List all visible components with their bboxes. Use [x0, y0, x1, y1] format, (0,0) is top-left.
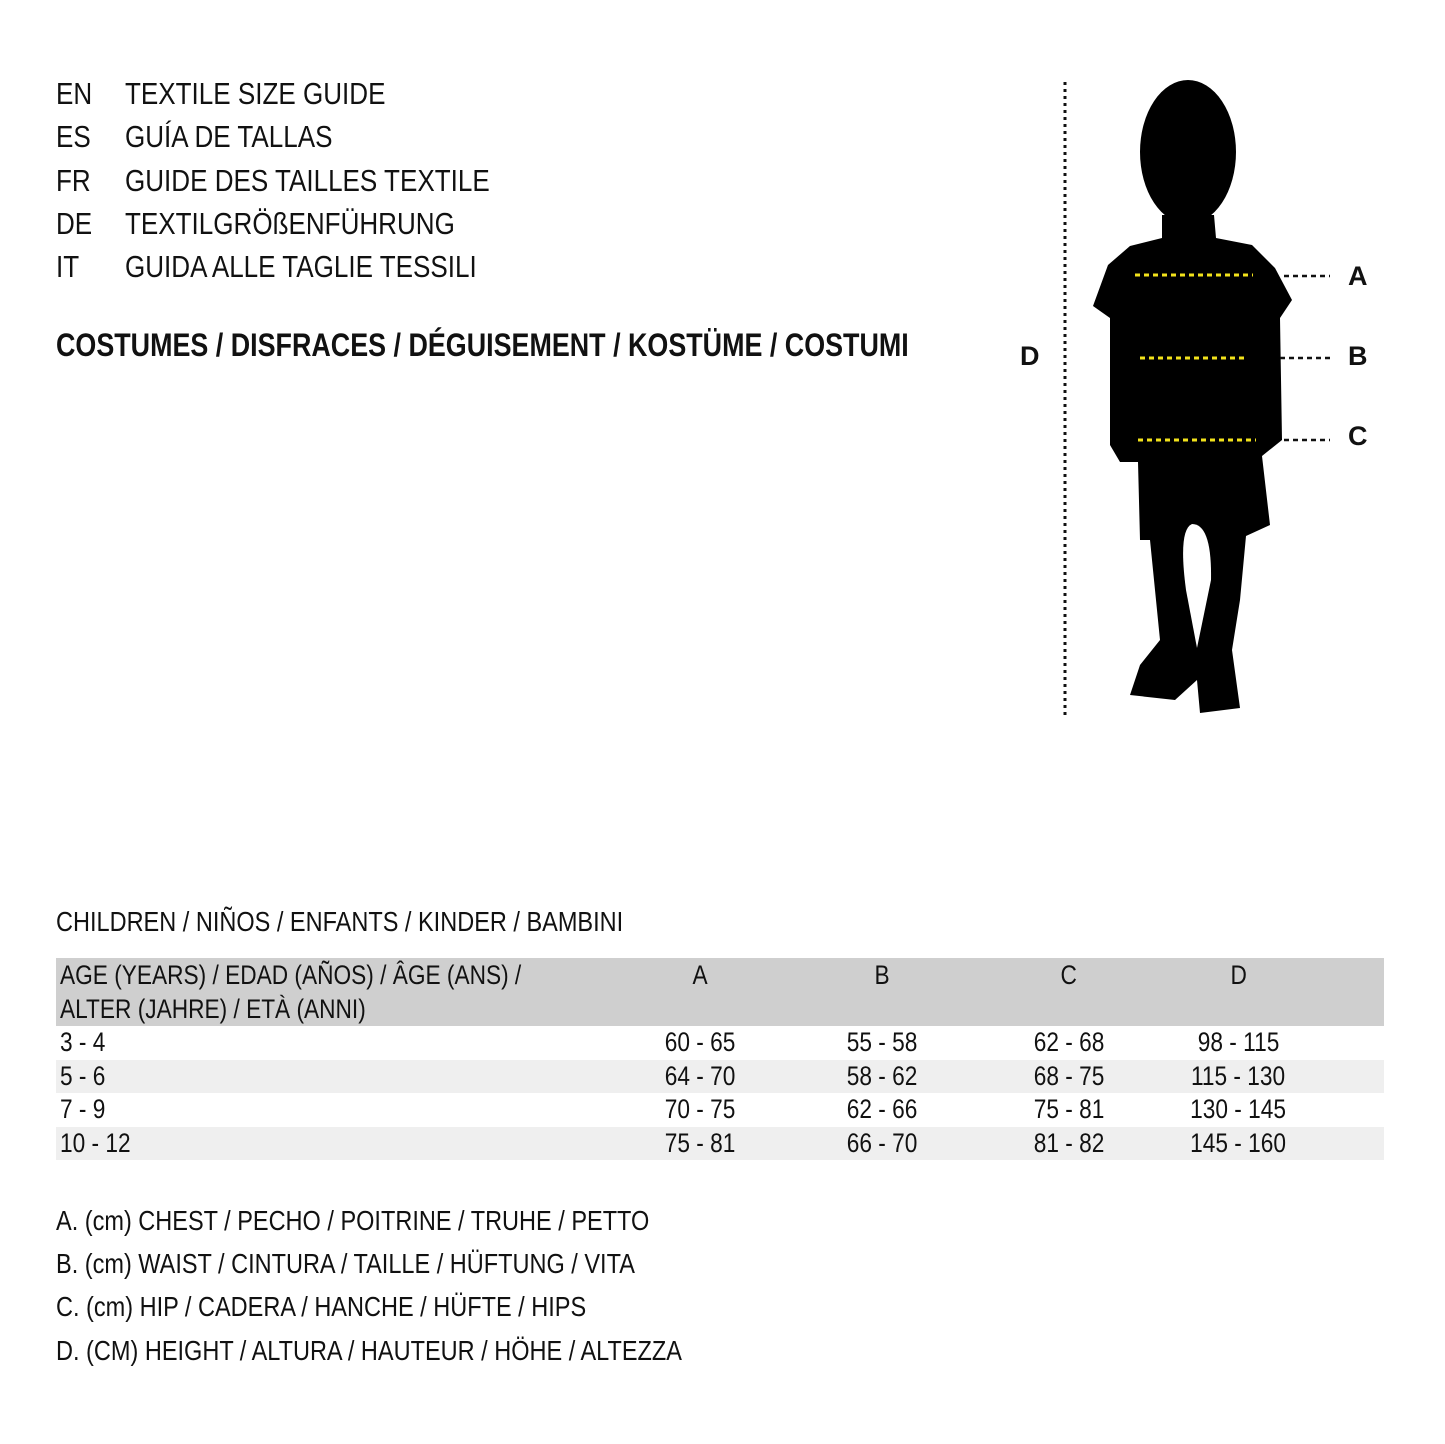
header-d-text: D	[1230, 960, 1247, 990]
leader-lines	[1280, 274, 1330, 442]
cell-a: 64 - 70	[620, 1059, 780, 1093]
header-age: AGE (YEARS) / EDAD (AÑOS) / ÂGE (ANS) / A…	[56, 958, 620, 1026]
table-row: 5 - 6 64 - 70 58 - 62 68 - 75 115 - 130	[56, 1059, 1384, 1093]
language-code: DE	[56, 206, 93, 241]
legend-text: D. (CM) HEIGHT / ALTURA / HAUTEUR / HÖHE…	[56, 1335, 682, 1366]
cell-d: 130 - 145	[1153, 1093, 1384, 1127]
cell-text: 145 - 160	[1190, 1127, 1287, 1158]
title-text: TEXTILGRÖßENFÜHRUNG	[125, 206, 455, 241]
cell-text: 115 - 130	[1191, 1060, 1286, 1091]
legend-item-b: B. (cm) WAIST / CINTURA / TAILLE / HÜFTU…	[56, 1246, 745, 1282]
cell-text: 68 - 75	[1033, 1060, 1105, 1091]
title-text: GUIDE DES TAILLES TEXTILE	[125, 163, 490, 198]
legend-text: A. (cm) CHEST / PECHO / POITRINE / TRUHE…	[56, 1205, 650, 1236]
table-header: AGE (YEARS) / EDAD (AÑOS) / ÂGE (ANS) / A…	[56, 958, 1384, 1026]
cell-d: 145 - 160	[1153, 1126, 1384, 1160]
cell-text: 66 - 70	[847, 1127, 918, 1158]
cell-text: 62 - 68	[1033, 1027, 1105, 1058]
title-text: GUIDA ALLE TAGLIE TESSILI	[125, 249, 477, 284]
cell-c: 62 - 68	[985, 1026, 1153, 1060]
cell-d: 98 - 115	[1153, 1026, 1384, 1060]
header-b: B	[780, 958, 985, 1026]
header-a: A	[620, 958, 780, 1026]
label-d: D	[1020, 341, 1040, 371]
cell-text: 70 - 75	[664, 1094, 736, 1125]
measure-lines	[1135, 273, 1256, 442]
cell-d: 115 - 130	[1153, 1059, 1384, 1093]
cell-age: 10 - 12	[56, 1126, 620, 1160]
header-b-text: B	[874, 960, 891, 990]
section-title-text: CHILDREN / NIÑOS / ENFANTS / KINDER / BA…	[56, 906, 624, 937]
cell-c: 75 - 81	[985, 1093, 1153, 1127]
header-age-line1: AGE (YEARS) / EDAD (AÑOS) / ÂGE (ANS) /	[60, 960, 522, 990]
legend-text: C. (cm) HIP / CADERA / HANCHE / HÜFTE / …	[56, 1291, 587, 1322]
cell-b: 66 - 70	[780, 1126, 985, 1160]
cell-age: 5 - 6	[56, 1059, 620, 1093]
table-row: 3 - 4 60 - 65 55 - 58 62 - 68 98 - 115	[56, 1026, 1384, 1060]
child-silhouette-figure	[1063, 80, 1330, 715]
language-code: FR	[56, 163, 91, 198]
cell-text: 10 - 12	[60, 1127, 131, 1158]
cell-a: 75 - 81	[620, 1126, 780, 1160]
cell-text: 58 - 62	[847, 1060, 918, 1091]
cell-text: 3 - 4	[60, 1027, 106, 1058]
legend-text: B. (cm) WAIST / CINTURA / TAILLE / HÜFTU…	[56, 1248, 635, 1279]
cell-age: 3 - 4	[56, 1026, 620, 1060]
header-c: C	[985, 958, 1153, 1026]
header-c-text: C	[1060, 960, 1078, 990]
cell-text: 5 - 6	[60, 1060, 106, 1091]
cell-b: 58 - 62	[780, 1059, 985, 1093]
cell-a: 60 - 65	[620, 1026, 780, 1060]
category-text: COSTUMES / DISFRACES / DÉGUISEMENT / KOS…	[56, 327, 909, 363]
child-silhouette-icon	[1093, 80, 1292, 713]
cell-c: 68 - 75	[985, 1059, 1153, 1093]
title-text: GUÍA DE TALLAS	[125, 119, 333, 154]
legend-item-c: C. (cm) HIP / CADERA / HANCHE / HÜFTE / …	[56, 1289, 687, 1325]
cell-b: 62 - 66	[780, 1093, 985, 1127]
size-table: AGE (YEARS) / EDAD (AÑOS) / ÂGE (ANS) / A…	[56, 958, 1384, 1160]
cell-text: 98 - 115	[1197, 1027, 1280, 1058]
title-text: TEXTILE SIZE GUIDE	[125, 76, 386, 111]
cell-text: 60 - 65	[664, 1027, 736, 1058]
label-c: C	[1348, 421, 1368, 451]
cell-text: 81 - 82	[1033, 1127, 1105, 1158]
label-b: B	[1348, 341, 1368, 371]
header-d: D	[1153, 958, 1384, 1026]
language-code: ES	[56, 119, 91, 154]
cell-text: 62 - 66	[847, 1094, 918, 1125]
table-row: 7 - 9 70 - 75 62 - 66 75 - 81 130 - 145	[56, 1093, 1384, 1127]
cell-text: 130 - 145	[1190, 1094, 1287, 1125]
cell-text: 75 - 81	[664, 1127, 736, 1158]
header-age-line2: ALTER (JAHRE) / ETÀ (ANNI)	[60, 994, 366, 1024]
section-title: CHILDREN / NIÑOS / ENFANTS / KINDER / BA…	[56, 904, 731, 940]
label-a: A	[1348, 261, 1368, 291]
cell-age: 7 - 9	[56, 1093, 620, 1127]
cell-text: 64 - 70	[664, 1060, 736, 1091]
legend-item-a: A. (cm) CHEST / PECHO / POITRINE / TRUHE…	[56, 1203, 762, 1239]
cell-text: 55 - 58	[847, 1027, 918, 1058]
language-code: IT	[56, 249, 80, 284]
cell-text: 75 - 81	[1033, 1094, 1105, 1125]
cell-a: 70 - 75	[620, 1093, 780, 1127]
category-heading: COSTUMES / DISFRACES / DÉGUISEMENT / KOS…	[56, 326, 1071, 364]
cell-text: 7 - 9	[60, 1094, 106, 1125]
header-a-text: A	[692, 960, 708, 990]
language-code: EN	[56, 76, 93, 111]
table-row: 10 - 12 75 - 81 66 - 70 81 - 82 145 - 16…	[56, 1126, 1384, 1160]
legend-item-d: D. (CM) HEIGHT / ALTURA / HAUTEUR / HÖHE…	[56, 1333, 801, 1369]
cell-c: 81 - 82	[985, 1126, 1153, 1160]
cell-b: 55 - 58	[780, 1026, 985, 1060]
